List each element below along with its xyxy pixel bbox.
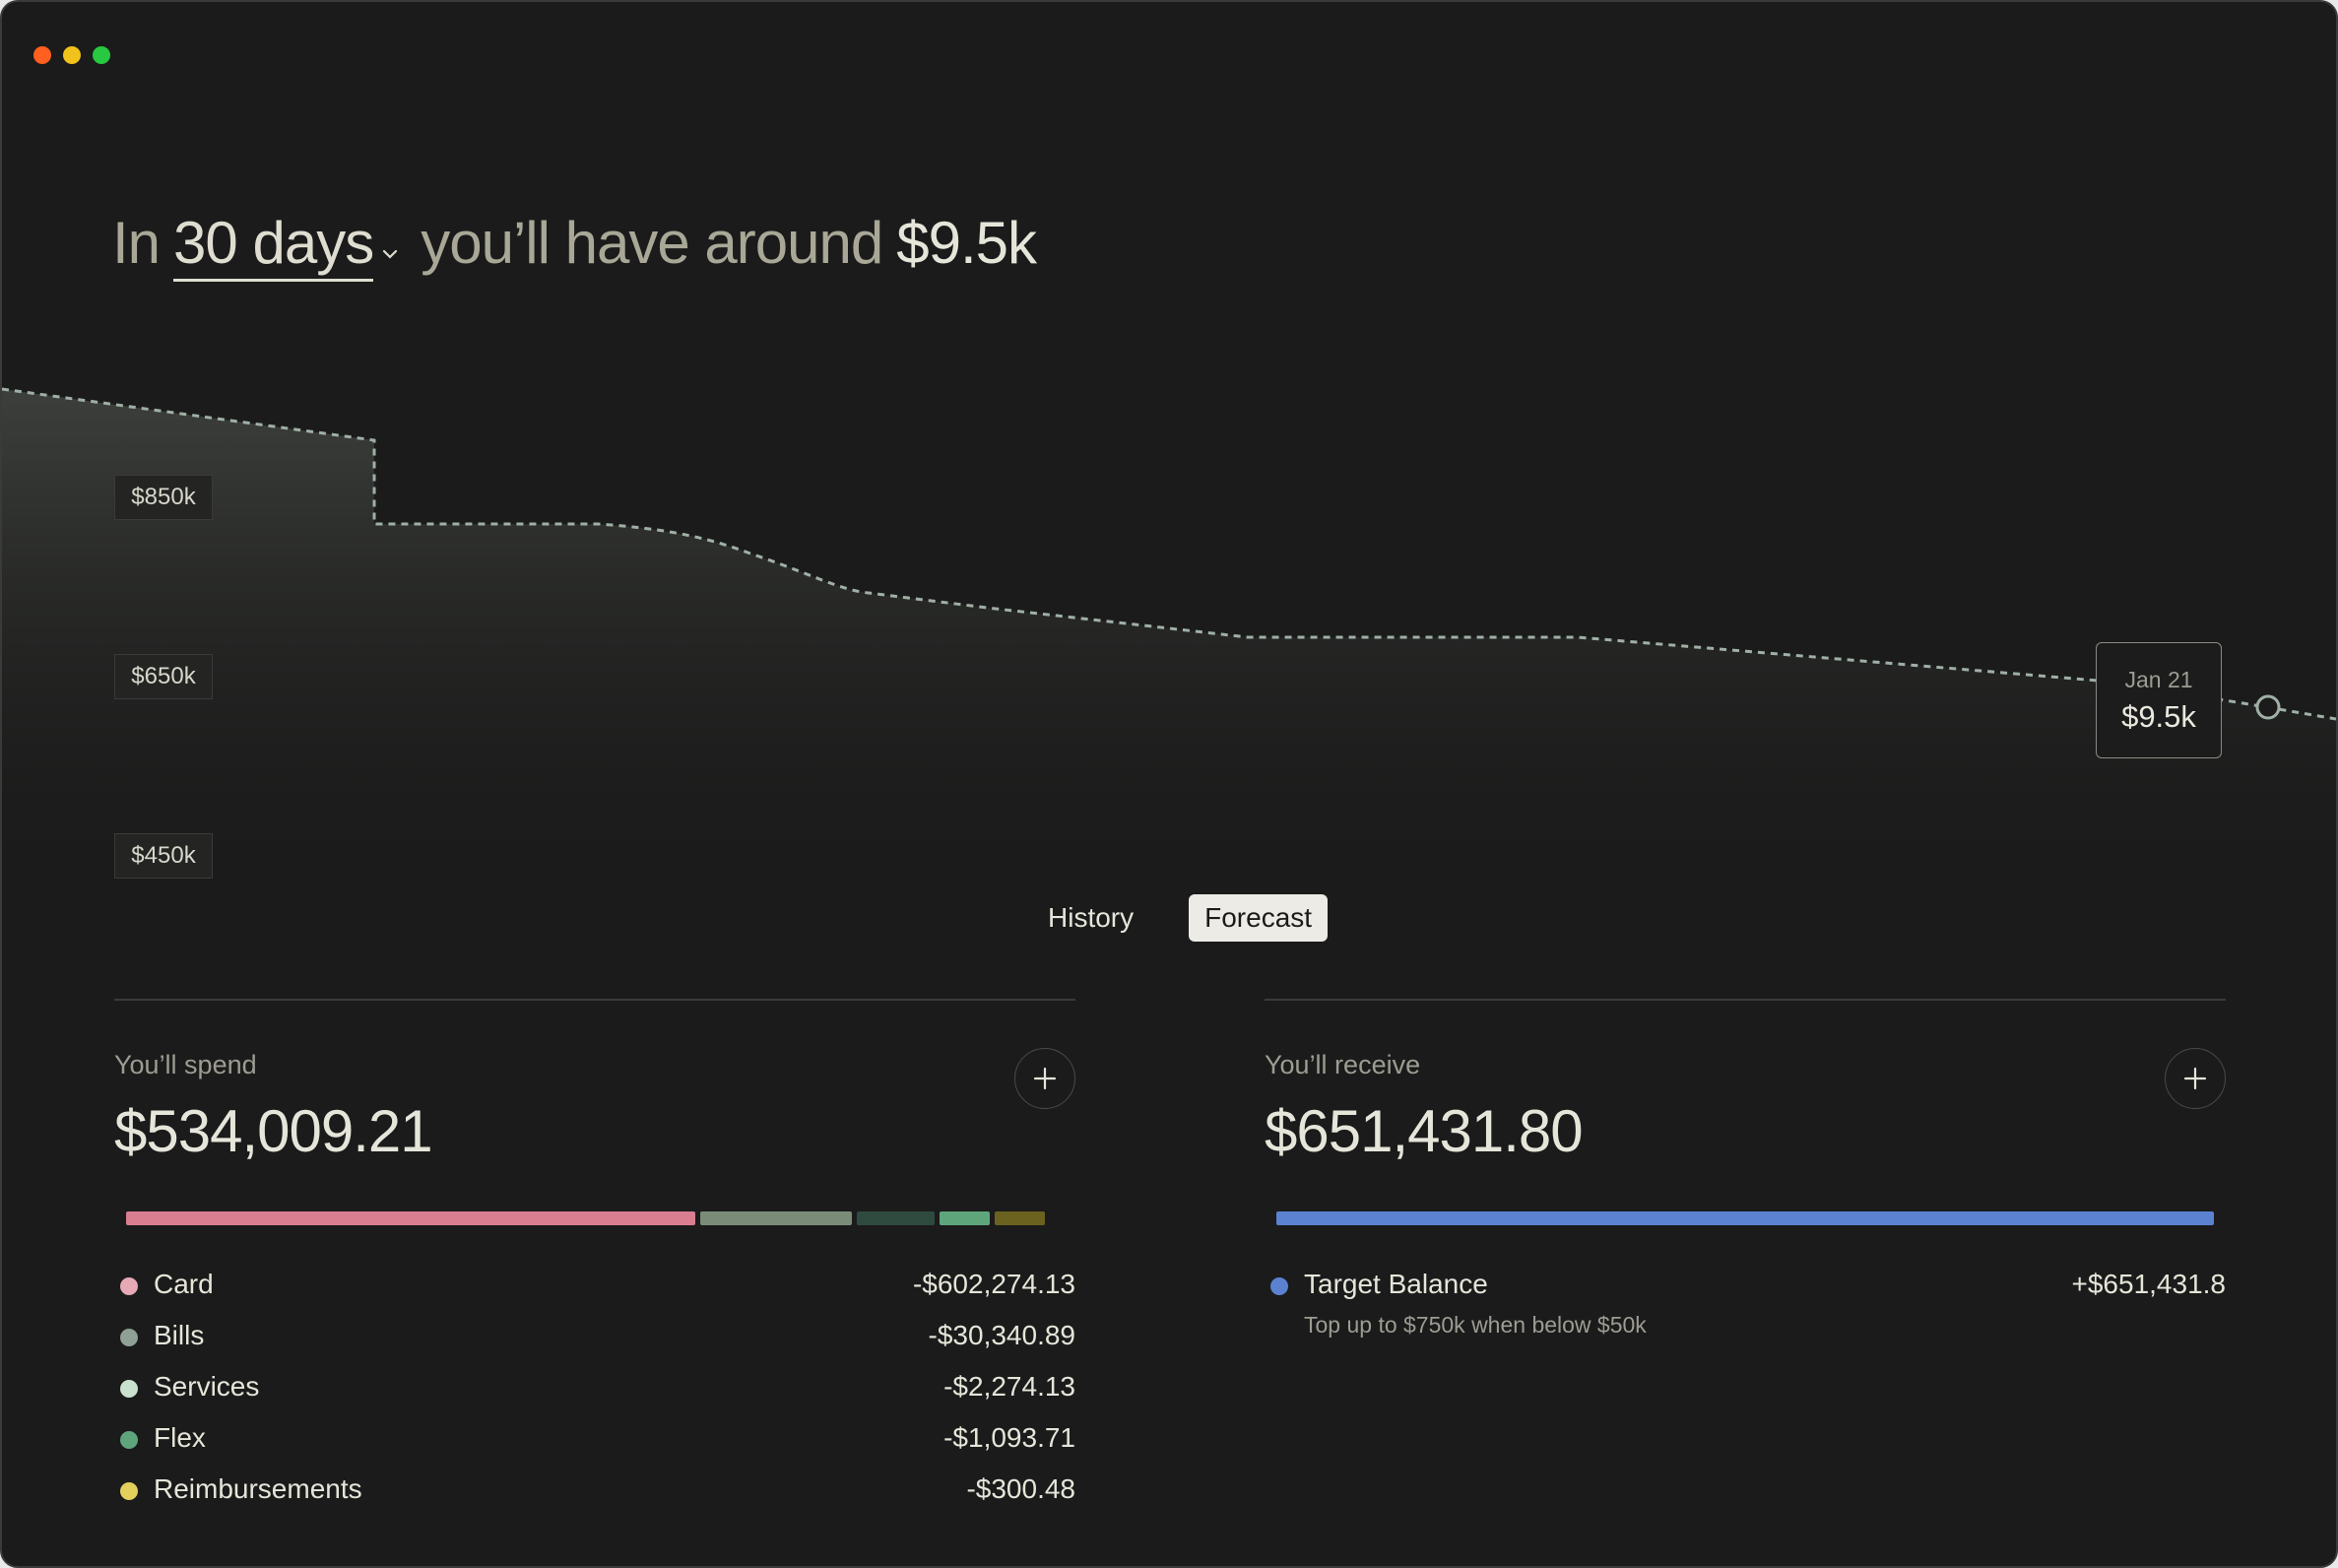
category-amount: -$602,274.13 (912, 1269, 1075, 1299)
forecast-line (2, 387, 2336, 721)
category-dot-icon (120, 1482, 138, 1500)
y-tick-450k: $450k (114, 833, 213, 879)
category-name: Card (154, 1269, 214, 1299)
list-item[interactable]: Bills -$30,340.89 (120, 1320, 1075, 1371)
category-amount: -$30,340.89 (928, 1320, 1075, 1350)
list-item[interactable]: Services -$2,274.13 (120, 1371, 1075, 1422)
headline-amount: $9.5k (896, 210, 1037, 276)
receive-list: Target Balance +$651,431.8 (1270, 1269, 2226, 1320)
chart-tooltip: Jan 21 $9.5k (2096, 642, 2222, 758)
spend-bar-segment (995, 1211, 1046, 1225)
divider (1265, 999, 2226, 1001)
category-amount: -$1,093.71 (943, 1422, 1075, 1453)
receive-total: $651,431.80 (1265, 1098, 1584, 1164)
tooltip-date: Jan 21 (2124, 666, 2193, 692)
balance-chart (2, 387, 2336, 888)
list-item[interactable]: Target Balance +$651,431.8 (1270, 1269, 2226, 1320)
list-item[interactable]: Flex -$1,093.71 (120, 1422, 1075, 1473)
category-dot-icon (1270, 1277, 1288, 1295)
window-controls (33, 46, 110, 64)
category-amount: +$651,431.8 (2071, 1269, 2227, 1299)
y-tick-850k: $850k (114, 475, 213, 520)
category-dot-icon (120, 1329, 138, 1346)
tab-forecast[interactable]: Forecast (1189, 894, 1329, 942)
spend-panel: You’ll spend $534,009.21 Card -$602,274.1… (114, 999, 1075, 1550)
period-dropdown[interactable]: 30 days (173, 209, 374, 282)
plus-icon (1033, 1067, 1057, 1090)
headline-middle: you’ll have around (421, 210, 883, 276)
chevron-down-icon[interactable] (381, 245, 399, 263)
y-tick-650k: $650k (114, 654, 213, 699)
chart-marker[interactable] (2255, 694, 2281, 720)
category-dot-icon (120, 1380, 138, 1398)
close-window-button[interactable] (33, 46, 51, 64)
add-receive-button[interactable] (2165, 1048, 2226, 1109)
maximize-window-button[interactable] (93, 46, 110, 64)
category-dot-icon (120, 1431, 138, 1449)
receive-panel: You’ll receive $651,431.80 Target Balanc… (1265, 999, 2226, 1550)
spend-bar-segment (856, 1211, 935, 1225)
category-amount: -$2,274.13 (943, 1371, 1075, 1402)
receive-breakdown-bar (1276, 1211, 2214, 1225)
divider (114, 999, 1075, 1001)
forecast-headline: In 30 days you’ll have around $9.5k (112, 209, 1037, 282)
list-item[interactable]: Reimbursements -$300.48 (120, 1473, 1075, 1525)
spend-breakdown-bar (126, 1211, 1064, 1225)
add-spend-button[interactable] (1014, 1048, 1075, 1109)
tooltip-value: $9.5k (2121, 698, 2196, 734)
category-name: Bills (154, 1320, 205, 1350)
category-amount: -$300.48 (966, 1473, 1075, 1504)
spend-list: Card -$602,274.13 Bills -$30,340.89 Services… (120, 1269, 1075, 1525)
category-name: Services (154, 1371, 260, 1402)
spend-bar-segment (699, 1211, 852, 1225)
spend-label: You’ll spend (114, 1050, 257, 1079)
target-balance-note: Top up to $750k when below $50k (1304, 1312, 1647, 1338)
receive-label: You’ll receive (1265, 1050, 1421, 1079)
headline-prefix: In (112, 210, 161, 276)
list-item[interactable]: Card -$602,274.13 (120, 1269, 1075, 1320)
chart-area-fill (2, 389, 2336, 888)
view-toggle: History Forecast (1032, 894, 1329, 942)
plus-icon (2183, 1067, 2207, 1090)
category-name: Flex (154, 1422, 206, 1453)
receive-bar-segment (1276, 1211, 2214, 1225)
category-dot-icon (120, 1277, 138, 1295)
tab-history[interactable]: History (1048, 902, 1135, 933)
spend-bar-segment (939, 1211, 991, 1225)
category-name: Target Balance (1304, 1269, 1488, 1299)
spend-total: $534,009.21 (114, 1098, 433, 1164)
category-name: Reimbursements (154, 1473, 362, 1504)
spend-bar-segment (126, 1211, 695, 1225)
minimize-window-button[interactable] (63, 46, 81, 64)
